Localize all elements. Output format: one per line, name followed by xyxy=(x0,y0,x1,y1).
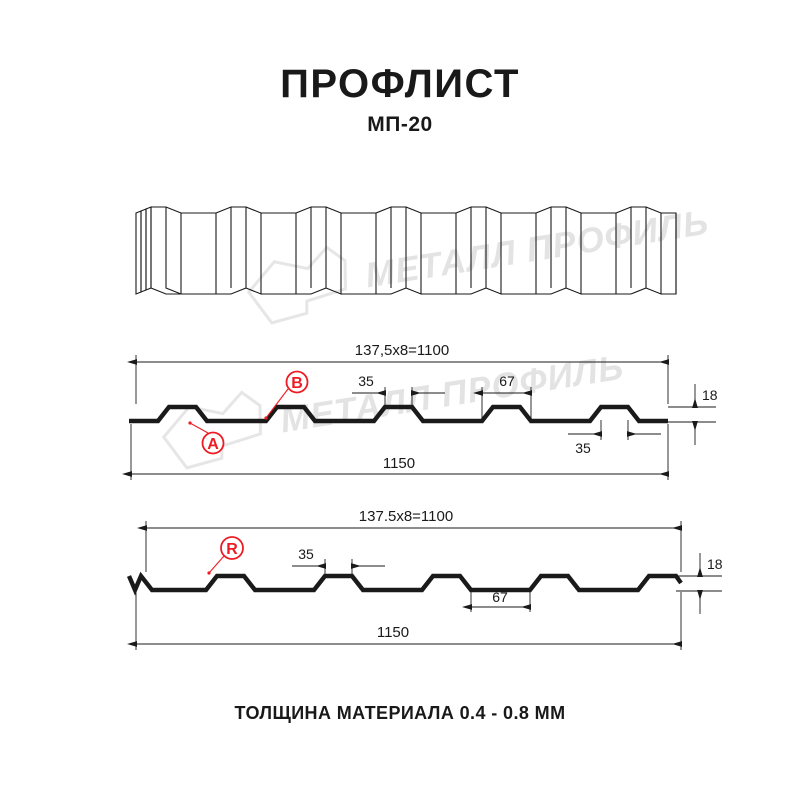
dimension-label-valley-r: 67 xyxy=(492,589,508,605)
leader-line xyxy=(188,421,209,434)
sheet-edge xyxy=(140,208,147,293)
dimension-valley-r xyxy=(462,590,531,612)
rib-side xyxy=(325,206,342,295)
dimension-label-valley-a: 67 xyxy=(499,373,515,389)
callout-b: B xyxy=(264,370,309,420)
rib-cell xyxy=(455,206,487,295)
watermark-text: МЕТАЛЛ ПРОФИЛЬ xyxy=(278,348,627,441)
dimension-pitch-total-r xyxy=(137,521,682,572)
profile-section-r xyxy=(126,571,683,596)
rib-group xyxy=(150,206,677,295)
rib-side xyxy=(245,206,262,295)
dimension-label-overall-r: 1150 xyxy=(377,624,409,641)
valley-face xyxy=(581,212,617,295)
sheet-edge xyxy=(135,210,142,295)
metall-profil-logo-icon xyxy=(246,245,347,325)
profile-section-a xyxy=(129,404,668,424)
sheet-edge xyxy=(145,206,152,291)
callout-label: A xyxy=(207,436,219,453)
rib-side xyxy=(485,206,502,295)
dimension-label-pitch-total-a: 137,5x8=1100 xyxy=(355,342,449,359)
watermark-text: МЕТАЛЛ ПРОФИЛЬ xyxy=(363,203,712,296)
rib-side xyxy=(565,206,582,295)
valley-face xyxy=(261,212,297,295)
callout-a: A xyxy=(188,421,225,455)
leader-line xyxy=(264,388,289,420)
callout-label: B xyxy=(291,375,303,392)
dimension-rib-top-lower-a xyxy=(568,420,661,440)
dimension-rib-top-a xyxy=(352,387,445,408)
rib-side xyxy=(405,206,422,295)
dimension-label-height-a: 18 xyxy=(702,387,718,403)
rib-side xyxy=(645,206,662,295)
dimension-label-pitch-total-r: 137.5x8=1100 xyxy=(359,508,453,525)
dimension-label-rib-top-r: 35 xyxy=(298,546,314,562)
watermark-upper: МЕТАЛЛ ПРОФИЛЬ xyxy=(246,203,712,325)
section-view-a: 137,5x8=1100 B A 35 xyxy=(122,342,718,480)
dimension-label-height-r: 18 xyxy=(707,556,723,572)
dimension-height-a xyxy=(668,384,716,445)
valley-face xyxy=(421,212,457,295)
callout-circle xyxy=(201,431,225,455)
rib-cell xyxy=(215,206,247,295)
isometric-view xyxy=(135,206,677,295)
section-view-r: 137.5x8=1100 R 35 xyxy=(126,508,723,650)
rib-fold xyxy=(165,207,182,295)
rib-cell xyxy=(295,206,327,295)
model-designation: МП-20 xyxy=(367,113,433,136)
dimension-label-overall-a: 1150 xyxy=(383,455,415,472)
dimension-height-r xyxy=(676,553,722,614)
rib-cell xyxy=(535,206,567,295)
dimension-label-rib-top-lower-a: 35 xyxy=(575,440,591,456)
rib-cell xyxy=(375,206,407,295)
dimension-label-rib-top-a: 35 xyxy=(358,373,374,389)
material-thickness-note: ТОЛЩИНА МАТЕРИАЛА 0.4 - 0.8 ММ xyxy=(234,703,566,723)
footer-block: ТОЛЩИНА МАТЕРИАЛА 0.4 - 0.8 ММ xyxy=(0,703,800,724)
page-title: ПРОФЛИСТ xyxy=(280,62,520,106)
valley-face xyxy=(341,212,377,295)
callout-r: R xyxy=(207,536,244,575)
leader-line xyxy=(207,555,225,575)
metall-profil-logo-icon xyxy=(161,390,262,470)
dimension-overall-a xyxy=(122,424,669,480)
title-block: ПРОФЛИСТ МП-20 xyxy=(0,62,800,140)
callout-label: R xyxy=(226,541,238,558)
rib-cell xyxy=(615,206,647,295)
dimension-rib-top-r xyxy=(292,559,385,578)
dimension-pitch-total-a xyxy=(127,355,669,404)
valley-face xyxy=(181,212,217,295)
callout-circle xyxy=(220,536,244,560)
dimension-overall-r xyxy=(127,592,682,650)
dimension-valley-a xyxy=(473,387,532,420)
valley-face xyxy=(501,212,537,295)
callout-circle xyxy=(285,370,309,394)
